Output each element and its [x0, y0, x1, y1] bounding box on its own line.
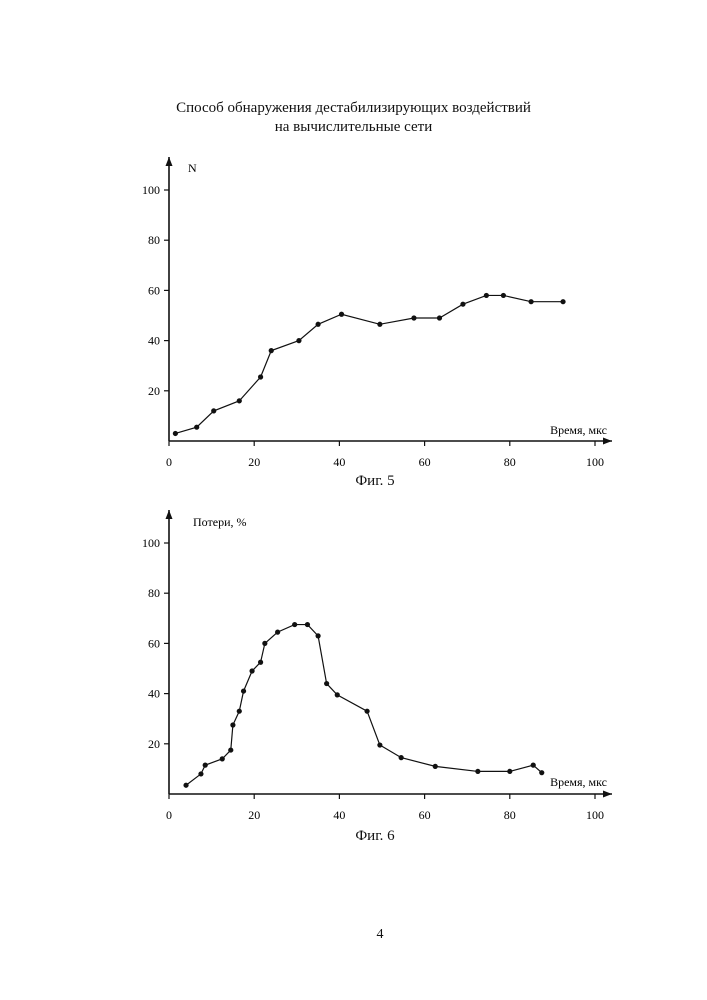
fig6-x-tick-label: 80 [504, 808, 516, 822]
fig6-data-point [432, 763, 438, 769]
fig6-x-axis-title: Время, мкс [550, 775, 607, 789]
fig6-x-axis-arrow [603, 790, 612, 798]
fig6-data-point [249, 668, 255, 674]
fig6-y-tick-label: 20 [148, 737, 160, 751]
fig5-x-tick-label: 60 [419, 455, 431, 469]
fig5-x-axis-title: Время, мкс [550, 423, 607, 437]
fig5-x-tick-label: 0 [166, 455, 172, 469]
fig5-data-point [194, 424, 200, 430]
fig5-y-tick-label: 40 [148, 334, 160, 348]
fig5-data-point [483, 292, 489, 299]
fig6-data-point [304, 621, 311, 628]
fig6-x-tick-label: 20 [248, 808, 260, 822]
figure-6-caption: Фиг. 6 [355, 828, 395, 844]
fig5-y-axis-arrow [165, 157, 173, 166]
fig5-x-axis-arrow [603, 437, 612, 445]
fig6-data-point [334, 692, 340, 698]
fig6-series-line [185, 623, 543, 786]
fig5-data-point [436, 315, 443, 321]
fig5-data-point [411, 315, 417, 321]
fig5-y-tick-label: 100 [142, 183, 160, 197]
fig6-data-point [539, 770, 545, 776]
fig5-y-tick-label: 60 [148, 283, 160, 297]
fig6-data-point [202, 762, 208, 768]
figure-5-caption: Фиг. 5 [355, 473, 395, 489]
fig5-data-point [211, 408, 217, 414]
fig5-data-point [257, 374, 264, 380]
document-title-line-2: на вычислительные сети [274, 119, 433, 135]
fig6-data-point [219, 756, 225, 762]
fig5-data-point [500, 292, 507, 299]
fig5-x-tick-label: 80 [504, 455, 516, 469]
page-number: 4 [376, 927, 384, 942]
fig5-data-point [315, 321, 321, 327]
fig6-y-tick-label: 80 [148, 586, 160, 600]
fig6-x-tick-label: 40 [333, 808, 345, 822]
fig6-y-tick-label: 60 [148, 636, 160, 650]
fig5-data-point [460, 301, 466, 307]
fig5-data-point [338, 311, 345, 317]
fig6-y-tick-label: 100 [142, 536, 160, 550]
fig5-data-point [296, 338, 302, 344]
fig5-y-tick-label: 20 [148, 384, 160, 398]
fig5-data-point [377, 321, 383, 327]
fig6-data-point [475, 768, 481, 775]
fig6-data-point [228, 747, 234, 753]
fig6-x-tick-label: 0 [166, 808, 172, 822]
fig6-data-point [364, 708, 370, 714]
fig5-data-point [560, 299, 566, 305]
fig5-x-tick-label: 100 [586, 455, 604, 469]
fig6-data-point [236, 708, 242, 714]
fig5-data-point [172, 430, 178, 437]
fig6-data-point [315, 633, 321, 639]
fig6-data-point [324, 680, 330, 687]
fig5-data-point [236, 398, 242, 404]
document-title-line-1: Способ обнаружения дестабилизирующих воз… [176, 100, 531, 116]
fig6-data-point [240, 688, 247, 694]
fig6-data-point [262, 640, 268, 647]
fig5-data-point [528, 299, 534, 305]
fig5-data-point [268, 348, 274, 354]
fig6-data-point [377, 742, 383, 748]
fig6-data-point [398, 755, 404, 761]
fig6-data-point [257, 659, 264, 665]
fig6-data-point [183, 782, 189, 788]
fig6-y-axis-title: Потери, % [193, 515, 247, 529]
fig6-data-point [292, 621, 298, 628]
fig5-y-axis-title: N [188, 161, 197, 175]
fig5-x-tick-label: 40 [333, 455, 345, 469]
fig6-data-point [230, 722, 236, 728]
fig6-y-tick-label: 40 [148, 687, 160, 701]
fig6-x-tick-label: 60 [419, 808, 431, 822]
fig6-data-point [530, 762, 536, 768]
fig6-data-point [275, 629, 281, 635]
fig6-data-point [198, 771, 204, 777]
fig6-x-tick-label: 100 [586, 808, 604, 822]
fig6-y-axis-arrow [165, 510, 173, 519]
fig5-x-tick-label: 20 [248, 455, 260, 469]
fig5-y-tick-label: 80 [148, 233, 160, 247]
fig6-data-point [507, 768, 513, 775]
